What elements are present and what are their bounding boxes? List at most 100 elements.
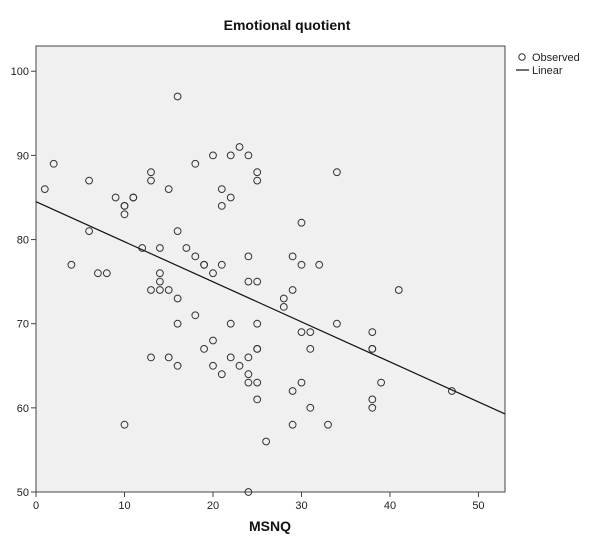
data-point xyxy=(288,252,297,261)
data-point xyxy=(253,168,262,177)
data-point xyxy=(156,244,164,252)
data-point xyxy=(209,151,217,160)
data-point xyxy=(288,387,297,395)
data-point xyxy=(173,361,182,370)
data-point xyxy=(217,202,226,210)
legend-observed-marker xyxy=(518,53,526,61)
y-tick-label: 100 xyxy=(11,66,29,78)
data-point xyxy=(368,328,377,337)
data-point xyxy=(200,260,209,269)
data-point xyxy=(253,176,262,185)
plot-content xyxy=(35,92,506,496)
data-point xyxy=(120,420,129,429)
linear-fit-line xyxy=(35,201,506,415)
data-point xyxy=(200,345,209,353)
data-point xyxy=(85,227,93,236)
data-point xyxy=(217,185,226,194)
data-point xyxy=(191,311,200,320)
data-point xyxy=(297,328,306,337)
data-point xyxy=(253,345,262,353)
data-point xyxy=(164,353,173,362)
data-point xyxy=(315,260,324,269)
x-tick-label: 30 xyxy=(295,500,307,512)
data-point xyxy=(253,378,262,387)
data-point xyxy=(217,370,226,379)
x-tick-label: 50 xyxy=(472,500,484,512)
data-point xyxy=(288,286,297,294)
x-axis-title: MSNQ xyxy=(249,518,291,534)
data-point xyxy=(217,260,226,269)
legend: Observed Linear xyxy=(516,52,580,77)
observed-points xyxy=(40,92,456,496)
data-point xyxy=(368,403,377,412)
data-point xyxy=(306,403,315,412)
data-point xyxy=(209,336,217,345)
data-point xyxy=(173,294,182,303)
x-tick-label: 10 xyxy=(118,500,130,512)
data-point xyxy=(85,176,93,185)
data-point xyxy=(253,319,262,328)
data-point xyxy=(297,378,306,387)
data-point xyxy=(49,159,58,168)
data-point xyxy=(226,151,235,160)
data-point xyxy=(182,244,191,252)
data-point xyxy=(147,176,155,185)
data-point xyxy=(244,378,253,387)
data-point xyxy=(156,286,164,294)
data-point xyxy=(191,159,200,168)
data-point xyxy=(333,319,341,328)
data-point xyxy=(226,353,235,362)
y-axis: 50 60 70 80 90 100 xyxy=(11,66,36,499)
data-point xyxy=(173,227,182,236)
data-point xyxy=(253,395,262,404)
data-point xyxy=(244,151,253,160)
data-point xyxy=(147,286,155,294)
chart-title: Emotional quotient xyxy=(224,17,351,33)
data-point xyxy=(226,319,235,328)
data-point xyxy=(164,185,173,194)
data-point xyxy=(262,437,271,446)
data-point xyxy=(244,353,253,362)
data-point xyxy=(147,353,155,362)
data-point xyxy=(368,395,377,404)
data-point xyxy=(253,277,262,286)
data-point xyxy=(394,286,403,294)
plot-area xyxy=(35,45,506,493)
y-tick-label: 60 xyxy=(17,403,29,415)
data-point xyxy=(147,168,155,177)
data-point xyxy=(120,210,129,219)
data-point xyxy=(209,361,217,370)
data-point xyxy=(209,269,217,278)
data-point xyxy=(67,260,76,269)
data-point xyxy=(377,378,386,387)
data-point xyxy=(324,420,332,429)
data-point xyxy=(333,168,341,177)
data-point xyxy=(368,345,377,353)
data-point xyxy=(40,185,49,194)
data-point xyxy=(306,328,315,337)
data-point xyxy=(173,319,182,328)
data-point xyxy=(156,277,164,286)
data-point xyxy=(173,92,182,101)
y-tick-label: 50 xyxy=(17,487,29,499)
data-point xyxy=(191,252,200,261)
x-tick-label: 20 xyxy=(207,500,219,512)
data-point xyxy=(244,277,253,286)
y-tick-label: 70 xyxy=(17,319,29,331)
data-point xyxy=(235,361,244,370)
data-point xyxy=(235,143,244,151)
data-point xyxy=(102,269,111,278)
data-point xyxy=(156,269,164,278)
data-point xyxy=(297,218,306,227)
data-point xyxy=(244,252,253,261)
data-point xyxy=(94,269,102,278)
y-tick-label: 90 xyxy=(17,150,29,162)
data-point xyxy=(129,193,138,202)
x-tick-label: 40 xyxy=(384,500,396,512)
data-point xyxy=(111,193,120,202)
data-point xyxy=(297,260,306,269)
data-point xyxy=(306,345,315,353)
data-point xyxy=(279,303,288,311)
y-tick-label: 80 xyxy=(17,235,29,247)
